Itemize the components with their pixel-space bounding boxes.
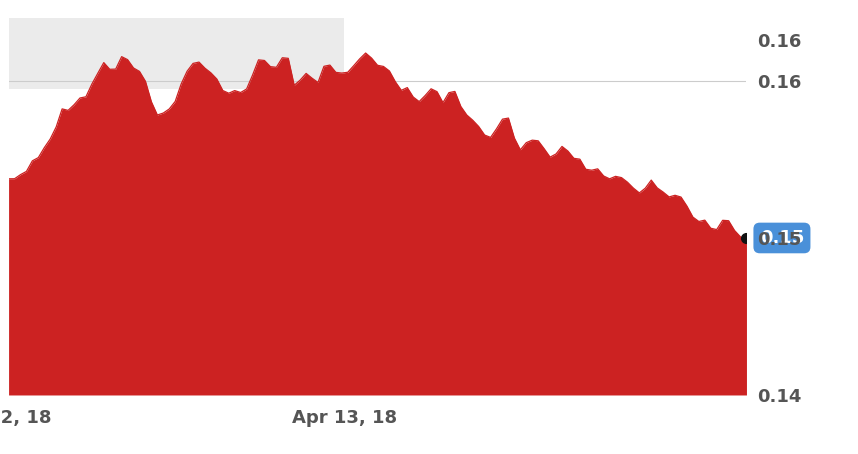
Bar: [9, 18, 344, 89]
Text: 0.16: 0.16: [758, 33, 802, 51]
Text: 0.15: 0.15: [759, 229, 804, 247]
